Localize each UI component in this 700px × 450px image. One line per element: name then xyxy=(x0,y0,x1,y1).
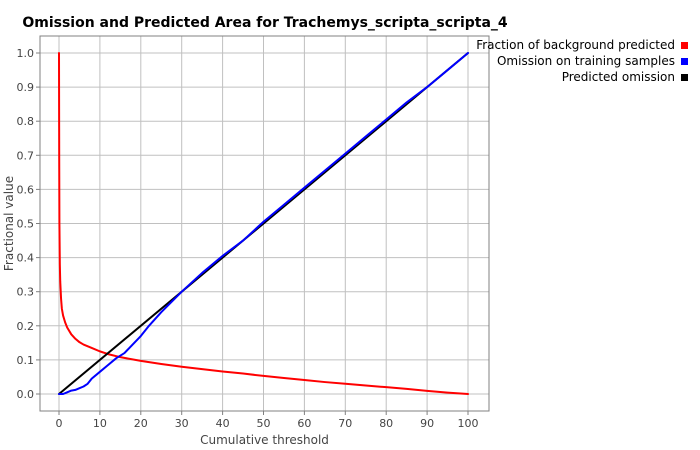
y-tick-label: 1.0 xyxy=(17,47,35,60)
y-tick-label: 0.5 xyxy=(17,218,35,231)
x-tick-label: 60 xyxy=(297,417,311,430)
x-tick-label: 50 xyxy=(257,417,271,430)
y-tick-label: 0.7 xyxy=(17,149,35,162)
legend-item-predicted: Predicted omission xyxy=(476,69,688,85)
series-line-predicted xyxy=(58,52,469,395)
x-tick-label: 80 xyxy=(379,417,393,430)
legend-label-omission: Omission on training samples xyxy=(496,54,675,68)
y-tick-label: 0.6 xyxy=(17,183,35,196)
y-tick-label: 0.3 xyxy=(17,286,35,299)
y-tick-label: 0.1 xyxy=(17,354,35,367)
x-axis-label: Cumulative threshold xyxy=(200,433,329,447)
x-tick-label: 40 xyxy=(216,417,230,430)
series-line-background xyxy=(58,52,469,395)
x-tick-label: 70 xyxy=(338,417,352,430)
y-tick-label: 0.0 xyxy=(17,388,35,401)
y-axis-label: Fractional value xyxy=(2,176,16,271)
x-tick-label: 90 xyxy=(420,417,434,430)
x-tick-label: 10 xyxy=(93,417,107,430)
legend-item-background: Fraction of background predicted xyxy=(476,37,688,53)
legend: Fraction of background predicted Omissio… xyxy=(476,37,688,85)
legend-swatch-black xyxy=(681,73,688,81)
y-tick-label: 0.4 xyxy=(17,252,35,265)
y-tick-label: 0.2 xyxy=(17,320,35,333)
x-tick-label: 100 xyxy=(458,417,479,430)
legend-swatch-red xyxy=(681,41,688,49)
y-tick-label: 0.9 xyxy=(17,81,35,94)
legend-label-predicted: Predicted omission xyxy=(561,70,675,84)
x-tick-label: 0 xyxy=(56,417,63,430)
legend-swatch-blue xyxy=(681,57,688,65)
chart-title: Omission and Predicted Area for Trachemy… xyxy=(22,15,508,31)
series-line-omission xyxy=(58,52,469,395)
legend-label-background: Fraction of background predicted xyxy=(476,38,675,52)
x-tick-label: 20 xyxy=(134,417,148,430)
x-tick-label: 30 xyxy=(175,417,189,430)
legend-item-omission: Omission on training samples xyxy=(476,53,688,69)
y-tick-label: 0.8 xyxy=(17,115,35,128)
